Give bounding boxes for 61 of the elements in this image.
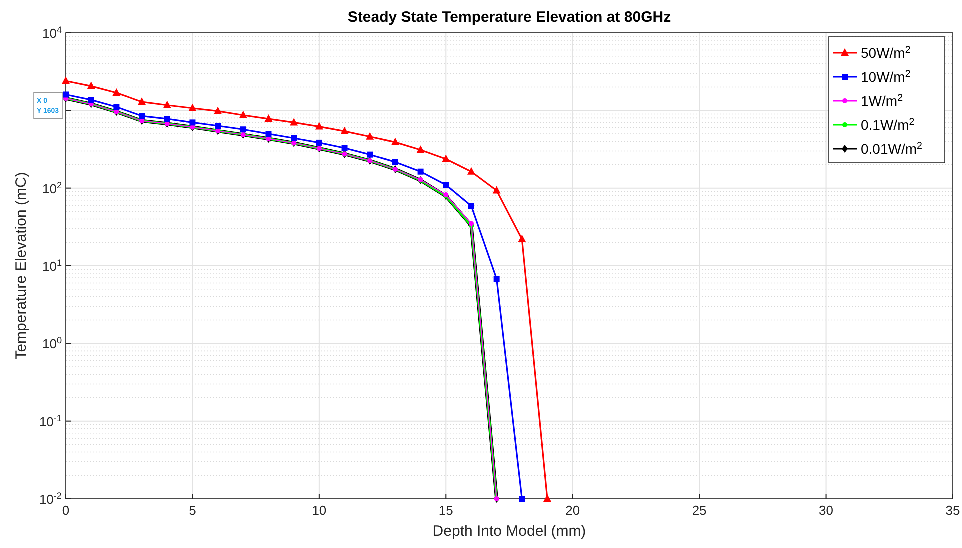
point — [494, 276, 500, 282]
point — [139, 113, 146, 120]
point — [492, 186, 501, 194]
point — [418, 168, 424, 175]
point — [467, 167, 476, 175]
y-tick-label: 10$^{-2}$ — [39, 491, 62, 507]
x-tick-label: 15 — [438, 503, 454, 518]
point — [87, 82, 96, 90]
point — [316, 140, 322, 146]
point — [367, 152, 374, 158]
point — [266, 131, 272, 138]
point — [112, 88, 121, 96]
y-axis-title: Temperature Elevation (mC) — [13, 172, 30, 360]
x-tick-label: 30 — [819, 503, 834, 518]
point — [519, 496, 526, 502]
point — [138, 98, 146, 106]
y-tick-label: 10$^{-1}$ — [39, 413, 62, 430]
point — [416, 146, 425, 154]
y-tick-label: 10$^{1}$ — [42, 258, 62, 274]
chart-title: Steady State Temperature Elevation at 80GHz — [348, 9, 672, 26]
x-tick-label: 35 — [946, 503, 960, 518]
point — [240, 126, 246, 133]
point — [468, 203, 474, 210]
point — [190, 120, 196, 126]
x-axis-title: Depth Into Model (mm) — [432, 523, 586, 540]
point — [215, 122, 222, 129]
point — [164, 116, 170, 122]
x-tick-label: 20 — [566, 503, 580, 518]
legend-label: 1W/m$^{2}$ — [861, 92, 904, 109]
legend-label: 10W/m$^{2}$ — [861, 68, 911, 85]
point — [391, 138, 400, 146]
point — [443, 182, 450, 188]
point — [88, 97, 94, 104]
point — [544, 494, 552, 502]
x-tick-label: 25 — [692, 503, 707, 518]
y-tick-label: 10$^{2}$ — [42, 180, 62, 196]
point — [214, 106, 222, 114]
point — [114, 104, 120, 110]
point — [62, 76, 70, 84]
point — [188, 104, 197, 112]
point — [442, 154, 450, 162]
y-tick-label: 10$^{4}$ — [42, 25, 62, 41]
x-tick-label: 10 — [312, 503, 327, 518]
x-tick-label: 0 — [62, 503, 70, 518]
point — [340, 126, 349, 134]
x-tick-label: 5 — [189, 503, 196, 518]
point — [291, 135, 298, 142]
point — [366, 132, 374, 140]
point — [315, 122, 324, 130]
point — [392, 159, 398, 166]
point — [518, 234, 526, 242]
y-tick-label: 10$^{0}$ — [42, 336, 62, 352]
legend-label: 0.1W/m$^{2}$ — [861, 116, 915, 133]
point — [63, 92, 69, 98]
point — [342, 145, 348, 152]
point — [290, 118, 298, 126]
legend-label: 0.01W/m$^{2}$ — [861, 140, 922, 157]
point — [264, 114, 273, 122]
legend-label: 50W/m$^{2}$ — [861, 44, 911, 61]
point — [239, 110, 248, 118]
point — [163, 100, 172, 108]
